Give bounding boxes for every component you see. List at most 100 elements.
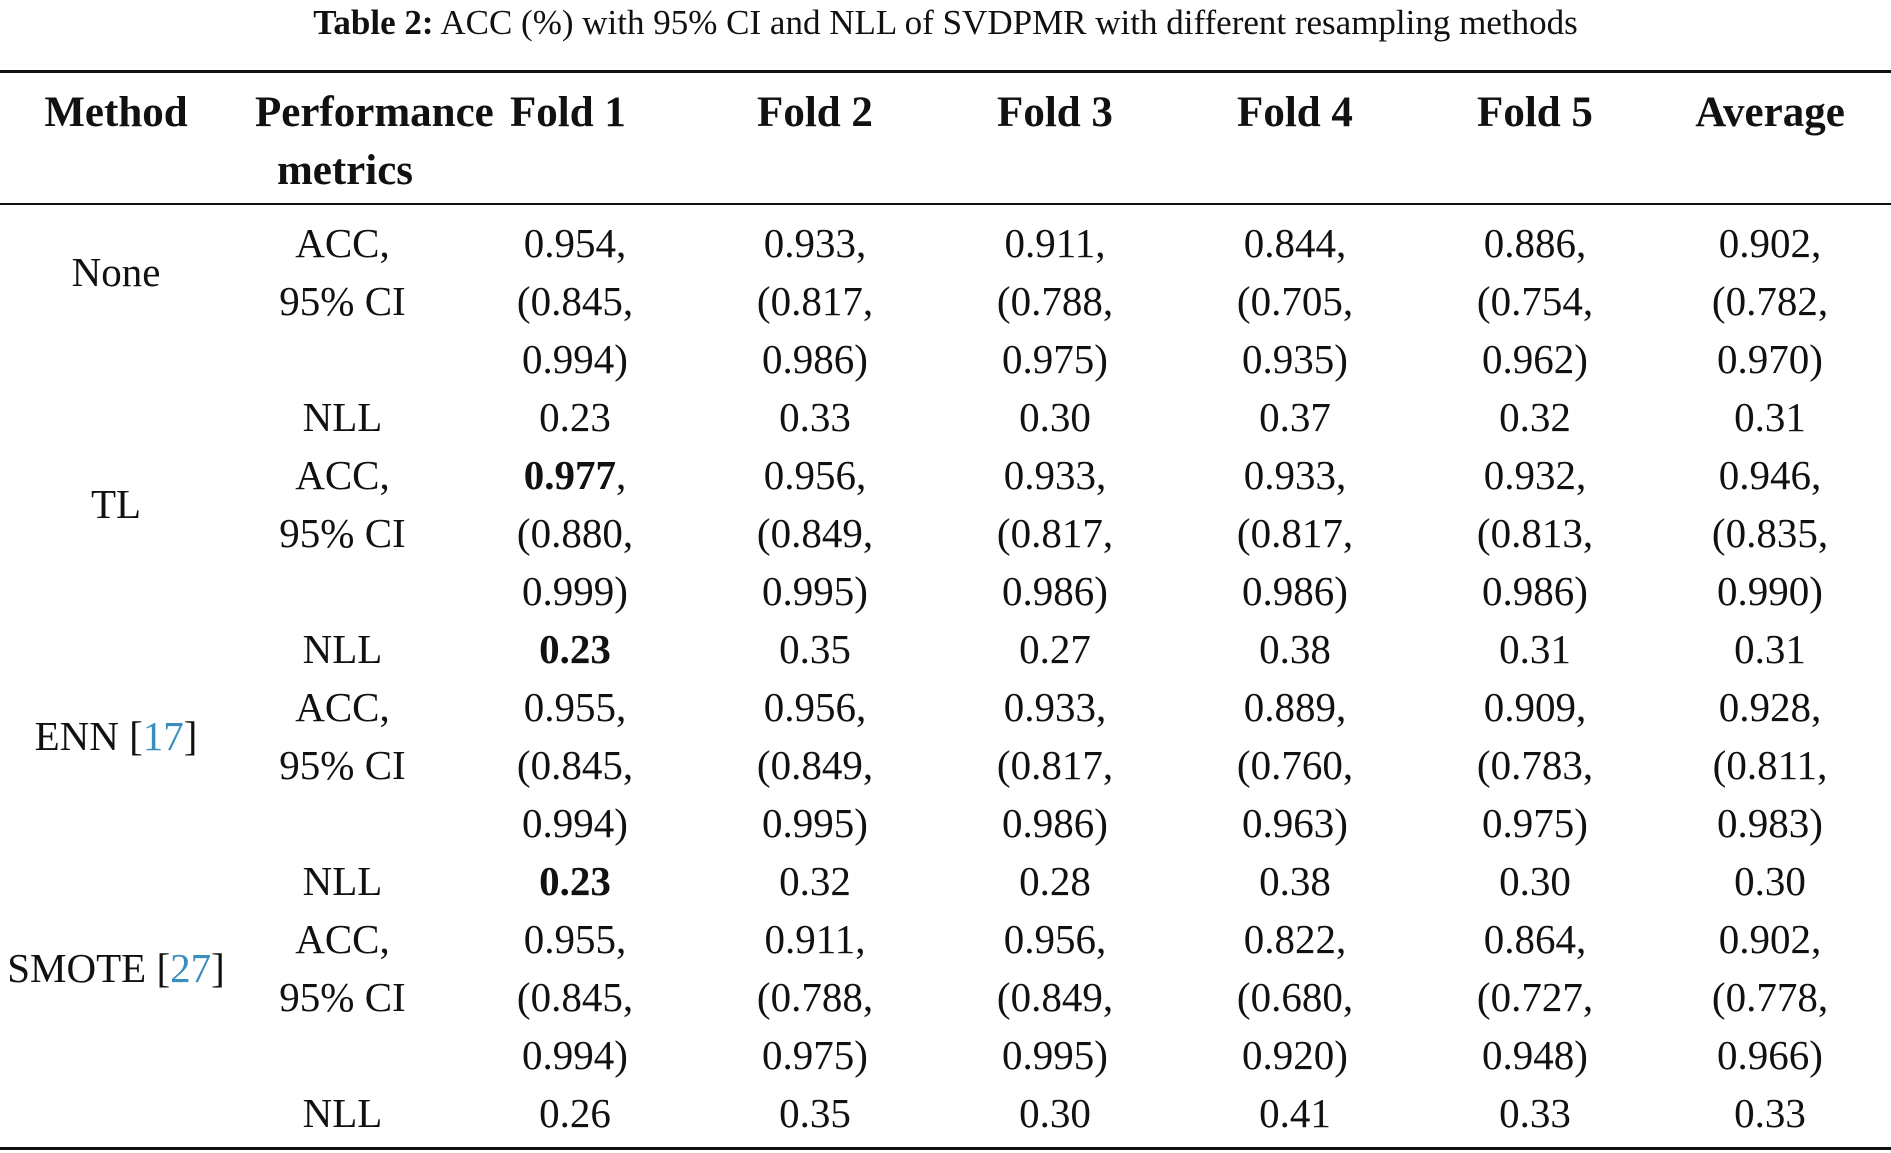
ci-lower: 0.845 [530, 278, 623, 324]
ci-lower: 0.783 [1490, 742, 1583, 788]
nll-cell: 0.23 [539, 858, 611, 904]
ci-upper: 0.986 [1482, 568, 1575, 614]
acc-ci-cell: 0.955, (0.845, 0.994) [516, 916, 634, 1078]
ci-upper: 0.962 [1482, 336, 1575, 382]
method-label: ENN [34, 713, 119, 759]
ci-upper: 0.975 [762, 1032, 855, 1078]
citation-link[interactable]: 17 [142, 713, 184, 759]
acc-ci-cell: 0.911, (0.788, 0.975) [756, 916, 874, 1078]
acc-ci-cell: 0.946, (0.835, 0.990) [1711, 452, 1829, 614]
nll-metric-label: NLL [302, 858, 383, 904]
method-name: ENN [17] [34, 713, 198, 759]
citation-link[interactable]: 27 [170, 945, 212, 991]
acc-ci-cell: 0.932, (0.813, 0.986) [1476, 452, 1594, 614]
acc-ci-cell: 0.956, (0.849, 0.995) [756, 684, 874, 846]
method-name: TL [0, 475, 232, 533]
bottom-rule [0, 1147, 1891, 1150]
ci-lower: 0.813 [1490, 510, 1583, 556]
acc-metric-label: ACC, 95% CI [235, 910, 450, 1026]
acc-label-line: 95% CI [279, 742, 406, 788]
header-rule [0, 203, 1891, 205]
nll-cell: 0.30 [1734, 858, 1806, 904]
acc-value: 0.822 [1243, 916, 1336, 962]
ci-lower: 0.835 [1725, 510, 1818, 556]
caption-text: ACC (%) with 95% CI and NLL of SVDPMR wi… [440, 3, 1578, 42]
acc-value: 0.886 [1483, 220, 1576, 266]
acc-label-line: ACC, [295, 916, 390, 962]
ci-upper: 0.970 [1717, 336, 1810, 382]
nll-cell: 0.38 [1259, 626, 1331, 672]
acc-ci-cell: 0.886, (0.754, 0.962) [1476, 220, 1594, 382]
acc-ci-cell: 0.977, (0.880, 0.999) [516, 452, 634, 614]
header-average: Average [1695, 89, 1845, 136]
nll-cell: 0.37 [1259, 394, 1331, 440]
acc-ci-cell: 0.909, (0.783, 0.975) [1476, 684, 1594, 846]
nll-cell: 0.31 [1499, 626, 1571, 672]
ci-lower: 0.705 [1250, 278, 1343, 324]
acc-ci-cell: 0.933, (0.817, 0.986) [996, 684, 1114, 846]
ci-upper: 0.994 [522, 336, 615, 382]
acc-value: 0.928 [1718, 684, 1811, 730]
acc-value: 0.956 [1003, 916, 1096, 962]
acc-value: 0.933 [763, 220, 856, 266]
method-name: None [0, 243, 232, 301]
acc-ci-cell: 0.956, (0.849, 0.995) [756, 452, 874, 614]
ci-upper: 0.995 [762, 800, 855, 846]
acc-ci-cell: 0.933, (0.817, 0.986) [1236, 452, 1354, 614]
acc-label-line: ACC, [295, 684, 390, 730]
acc-value: 0.864 [1483, 916, 1576, 962]
acc-label-line: 95% CI [279, 510, 406, 556]
acc-value: 0.844 [1243, 220, 1336, 266]
header-performance-metrics: Performance metrics [235, 84, 494, 200]
table-row-group: TL ACC, 95% CI NLL 0.977, (0.880, 0.999) 0.956,… [0, 446, 1891, 678]
ci-upper: 0.963 [1242, 800, 1335, 846]
ci-lower: 0.782 [1725, 278, 1818, 324]
ci-upper: 0.995 [1002, 1032, 1095, 1078]
ci-lower: 0.817 [1010, 742, 1103, 788]
acc-metric-label: ACC, 95% CI [235, 446, 450, 562]
ci-lower: 0.760 [1250, 742, 1343, 788]
nll-metric-label: NLL [302, 1090, 383, 1136]
acc-ci-cell: 0.902, (0.782, 0.970) [1711, 220, 1829, 382]
nll-cell: 0.35 [779, 1090, 851, 1136]
acc-ci-cell: 0.956, (0.849, 0.995) [996, 916, 1114, 1078]
ci-upper: 0.983 [1717, 800, 1810, 846]
acc-ci-cell: 0.889, (0.760, 0.963) [1236, 684, 1354, 846]
method-label: TL [90, 481, 142, 527]
nll-cell: 0.26 [539, 1090, 611, 1136]
ci-upper: 0.995 [762, 568, 855, 614]
acc-ci-cell: 0.928, (0.811, 0.983) [1712, 684, 1828, 846]
ci-lower: 0.788 [1010, 278, 1103, 324]
ci-lower: 0.880 [530, 510, 623, 556]
nll-cell: 0.27 [1019, 626, 1091, 672]
method-label: None [71, 249, 161, 295]
acc-label-line: ACC, [295, 220, 390, 266]
acc-ci-cell: 0.933, (0.817, 0.986) [756, 220, 874, 382]
ci-lower: 0.778 [1725, 974, 1818, 1020]
ci-upper: 0.994 [522, 800, 615, 846]
ci-upper: 0.986 [762, 336, 855, 382]
acc-ci-cell: 0.933, (0.817, 0.986) [996, 452, 1114, 614]
ci-lower: 0.845 [530, 742, 623, 788]
ci-lower: 0.727 [1490, 974, 1583, 1020]
nll-metric-label: NLL [302, 626, 383, 672]
header-fold-1: Fold 1 [510, 89, 626, 136]
acc-value: 0.955 [523, 684, 616, 730]
nll-cell: 0.32 [779, 858, 851, 904]
acc-value: 0.911 [764, 916, 856, 962]
nll-cell: 0.23 [539, 394, 611, 440]
nll-cell: 0.31 [1734, 394, 1806, 440]
acc-value: 0.955 [523, 916, 616, 962]
ci-lower: 0.849 [770, 510, 863, 556]
table-body: None ACC, 95% CI NLL 0.954, (0.845, 0.994) 0.93… [0, 214, 1891, 1142]
acc-value: 0.956 [763, 452, 856, 498]
ci-upper: 0.966 [1717, 1032, 1810, 1078]
nll-cell: 0.23 [539, 626, 611, 672]
acc-value: 0.956 [763, 684, 856, 730]
acc-value: 0.954 [523, 220, 616, 266]
acc-value: 0.911 [1004, 220, 1096, 266]
method-name: SMOTE [27] [7, 945, 225, 991]
table-caption: Table 2: ACC (%) with 95% CI and NLL of … [0, 0, 1891, 52]
acc-value: 0.902 [1718, 220, 1811, 266]
ci-upper: 0.935 [1242, 336, 1335, 382]
